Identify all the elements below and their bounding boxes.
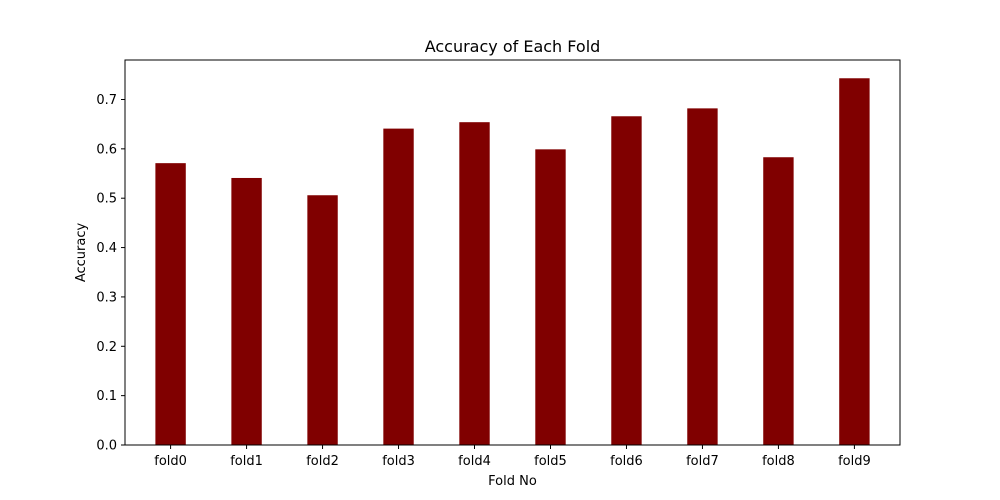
bar-fold0 (155, 163, 186, 445)
x-tick-label: fold6 (610, 454, 643, 469)
x-tick-label: fold3 (382, 454, 415, 469)
y-tick-label: 0.7 (96, 93, 117, 108)
bar-fold2 (307, 195, 338, 445)
x-tick-label: fold8 (762, 454, 795, 469)
bars-group (155, 78, 870, 446)
x-axis: fold0 fold1 fold2 fold3 fold4 fold5 fold6 fold7… (154, 445, 871, 469)
x-axis-label: Fold No (488, 474, 537, 489)
bar-fold4 (459, 122, 490, 445)
bar-fold6 (611, 116, 642, 446)
bar-fold9 (839, 78, 870, 445)
y-tick-label: 0.5 (96, 192, 117, 207)
y-tick-label: 0.6 (96, 142, 117, 157)
y-tick-label: 0.0 (96, 439, 117, 454)
bar-fold7 (687, 108, 718, 445)
bar-fold1 (231, 177, 262, 445)
x-tick-label: fold0 (154, 454, 187, 469)
bar-fold8 (763, 157, 794, 445)
x-tick-label: fold9 (838, 454, 871, 469)
plot-frame (124, 59, 901, 446)
bar-fold5 (535, 149, 566, 446)
y-tick-label: 0.3 (96, 290, 117, 305)
y-tick-label: 0.4 (96, 241, 117, 256)
x-tick-label: fold5 (534, 454, 567, 469)
y-tick-label: 0.2 (96, 340, 117, 355)
y-axis-label: Accuracy (74, 223, 89, 283)
x-tick-label: fold2 (306, 454, 339, 469)
chart-title: Accuracy of Each Fold (425, 37, 601, 56)
y-tick-label: 0.1 (96, 389, 117, 404)
bar-fold3 (383, 128, 414, 445)
y-axis: 0.0 0.1 0.2 0.3 0.4 0.5 0.6 0.7 (96, 93, 125, 454)
x-tick-label: fold4 (458, 454, 491, 469)
x-tick-label: fold1 (230, 454, 263, 469)
x-tick-label: fold7 (686, 454, 719, 469)
